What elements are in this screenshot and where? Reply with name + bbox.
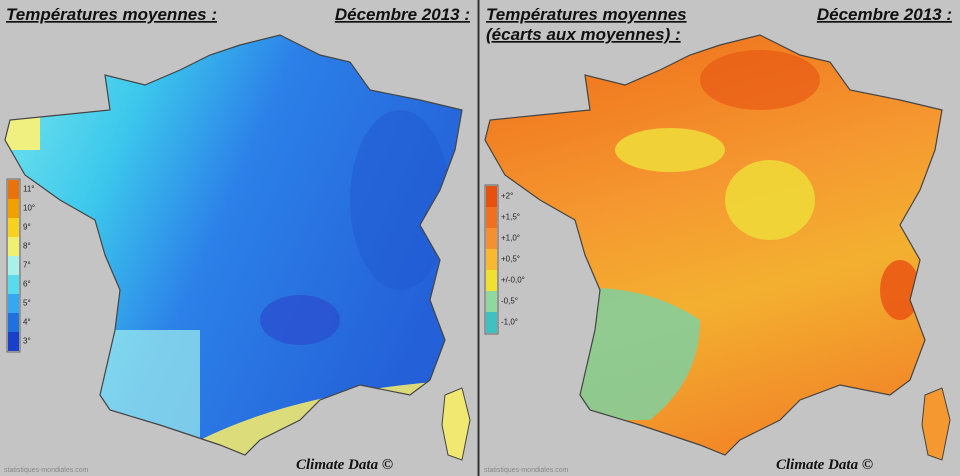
legend-label: 11° bbox=[23, 185, 35, 194]
legend-swatch bbox=[486, 249, 497, 270]
credit: Climate Data © bbox=[776, 457, 873, 473]
legend-label: +0,5° bbox=[501, 255, 520, 264]
legend-frame bbox=[484, 184, 499, 335]
corsica bbox=[441, 387, 471, 461]
map-period: Décembre 2013 : bbox=[817, 5, 952, 24]
legend-label: 6° bbox=[23, 280, 31, 289]
legend-swatch bbox=[486, 291, 497, 312]
source: statistiques-mondiales.com bbox=[4, 467, 89, 474]
map-title: Températures moyennes bbox=[486, 5, 687, 24]
legend-swatch bbox=[8, 237, 19, 256]
legend-label: 5° bbox=[23, 299, 31, 308]
corsica bbox=[921, 387, 951, 461]
legend-swatch bbox=[8, 313, 19, 332]
map-period: Décembre 2013 : bbox=[335, 5, 470, 24]
legend-frame bbox=[6, 178, 21, 353]
legend-swatch bbox=[8, 256, 19, 275]
map-title: Températures moyennes : bbox=[6, 5, 217, 24]
legend-swatch bbox=[8, 275, 19, 294]
anomaly-map bbox=[485, 35, 942, 455]
legend-swatch bbox=[486, 207, 497, 228]
legend-label: +1,0° bbox=[501, 234, 520, 243]
legend-swatch bbox=[8, 294, 19, 313]
legend-label: -0,5° bbox=[501, 297, 518, 306]
legend-label: +1,5° bbox=[501, 213, 520, 222]
legend-label: 3° bbox=[23, 337, 31, 346]
legend-label: 4° bbox=[23, 318, 31, 327]
legend-swatch bbox=[486, 228, 497, 249]
legend-swatch bbox=[8, 180, 19, 199]
source: statistiques-mondiales.com bbox=[484, 467, 569, 474]
legend-swatch bbox=[8, 218, 19, 237]
legend-swatch bbox=[8, 332, 19, 351]
legend-label: +/-0,0° bbox=[501, 276, 525, 285]
legend-label: -1,0° bbox=[501, 318, 518, 327]
temperature-map bbox=[5, 35, 462, 455]
legend-swatch bbox=[8, 199, 19, 218]
legend-swatch bbox=[486, 270, 497, 291]
legend-label: +2° bbox=[501, 192, 513, 201]
legend-swatch bbox=[486, 186, 497, 207]
legend-label: 7° bbox=[23, 261, 31, 270]
legend-label: 8° bbox=[23, 242, 31, 251]
map-title: (écarts aux moyennes) : bbox=[486, 25, 681, 44]
legend-swatch bbox=[486, 312, 497, 333]
credit: Climate Data © bbox=[296, 457, 393, 473]
legend-label: 9° bbox=[23, 223, 31, 232]
legend-label: 10° bbox=[23, 204, 35, 213]
